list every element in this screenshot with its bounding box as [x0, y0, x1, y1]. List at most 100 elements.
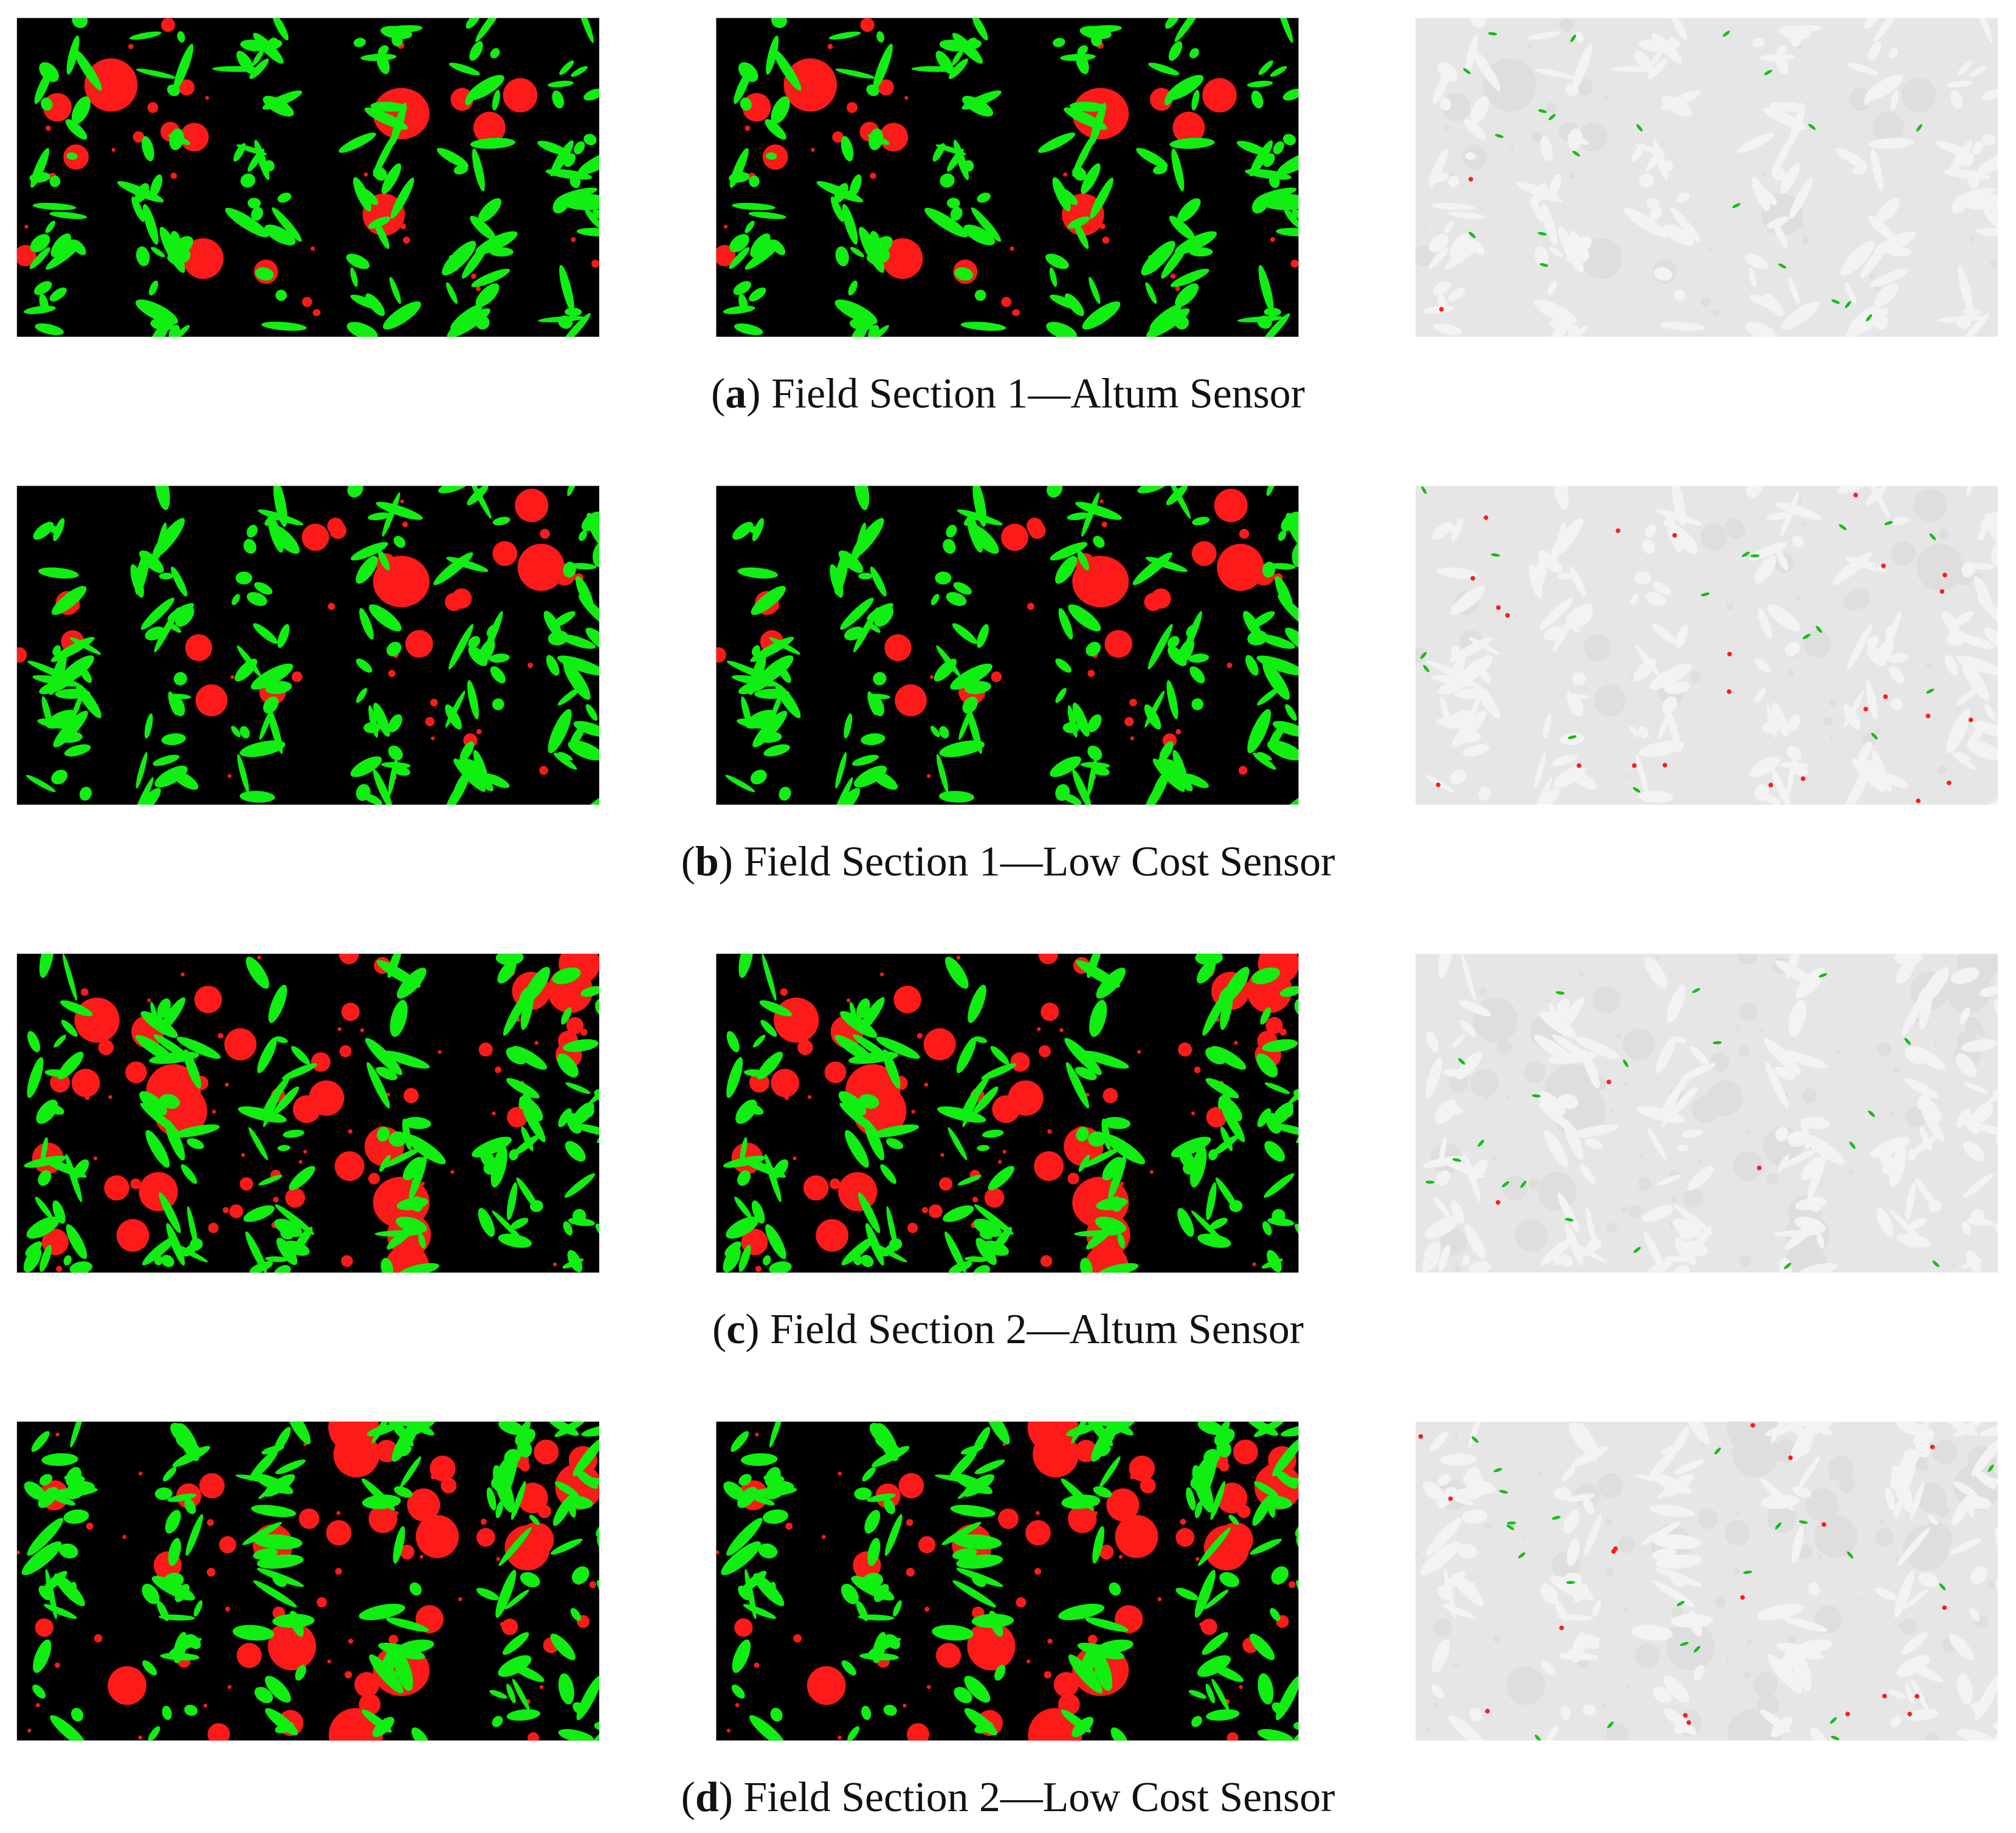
crop-leaf	[1749, 756, 1781, 777]
weed-blob	[1623, 1082, 1628, 1087]
crop-leaf	[948, 1127, 968, 1160]
weed-blob	[1569, 172, 1576, 179]
crop-leaf	[1445, 1487, 1496, 1498]
crop-leaf	[272, 207, 302, 242]
crop-leaf	[752, 518, 764, 542]
crop-leaf	[1767, 604, 1800, 631]
crop-leaf	[274, 1086, 300, 1115]
crop-leaf	[490, 1146, 507, 1188]
crop-leaf	[1197, 1422, 1224, 1436]
weed-blob	[785, 1522, 793, 1530]
crop-leaf	[1979, 986, 1998, 997]
crop-leaf	[1089, 1000, 1107, 1037]
crop-leaf	[1566, 691, 1577, 715]
crop-leaf	[40, 1245, 52, 1272]
crop-leaf	[593, 542, 599, 567]
crop-leaf	[1109, 1582, 1121, 1596]
crop-leaf	[765, 119, 786, 140]
weed-blob	[1175, 1528, 1195, 1547]
false-crop	[1458, 1058, 1465, 1065]
crop-leaf	[365, 1037, 402, 1075]
crop-leaf	[972, 18, 988, 41]
crop-leaf	[1980, 1423, 1998, 1437]
crop-leaf	[1300, 1203, 1322, 1224]
crop-leaf	[1567, 134, 1589, 145]
weed-blob	[991, 671, 1002, 683]
crop-leaf	[448, 624, 473, 670]
weed-blob	[1118, 1555, 1123, 1559]
crop-leaf	[469, 486, 492, 519]
weed-blob	[303, 1149, 308, 1154]
crop-leaf	[184, 1704, 198, 1716]
crop-leaf	[1206, 1182, 1217, 1220]
false-weed	[1939, 589, 1945, 594]
weed-blob	[1711, 309, 1718, 316]
crop-leaf	[492, 89, 500, 111]
map-content	[1415, 1422, 1998, 1741]
crop-leaf	[251, 1505, 297, 1518]
weed-blob	[1103, 1088, 1118, 1104]
crop-leaf	[851, 1576, 895, 1601]
crop-leaf	[731, 1684, 745, 1699]
weed-blob	[16, 647, 27, 663]
weed-blob	[803, 1175, 829, 1201]
crop-leaf	[563, 198, 599, 210]
weed-blob	[1515, 1219, 1548, 1252]
map-content	[723, 954, 1322, 1273]
crop-leaf	[1874, 283, 1898, 308]
crop-leaf	[1651, 49, 1663, 66]
crop-leaf	[21, 1541, 62, 1575]
crop-leaf	[43, 1570, 67, 1592]
crop-leaf	[1204, 1589, 1229, 1609]
crop-leaf	[489, 247, 514, 257]
crop-leaf	[283, 1129, 304, 1138]
crop-leaf	[277, 192, 292, 203]
crop-leaf	[475, 315, 490, 330]
crop-leaf	[1673, 1036, 1687, 1044]
weed-blob	[1829, 736, 1834, 741]
crop-leaf	[1648, 58, 1668, 80]
crop-leaf	[1771, 769, 1791, 805]
crop-leaf	[1065, 1062, 1089, 1109]
crop-leaf	[1298, 1685, 1326, 1708]
crop-leaf	[173, 672, 187, 686]
weed-blob	[147, 998, 151, 1003]
crop-leaf	[1179, 1149, 1195, 1170]
crop-leaf	[1778, 1154, 1789, 1172]
crop-leaf	[253, 623, 278, 644]
false-crop	[1493, 1468, 1502, 1473]
crop-leaf	[583, 88, 599, 101]
crop-leaf	[264, 1676, 291, 1703]
crop-leaf	[962, 90, 1002, 110]
crop-leaf	[558, 1108, 572, 1127]
segmentation-map	[16, 1422, 599, 1741]
crop-leaf	[51, 586, 87, 615]
false-crop	[1803, 633, 1811, 639]
crop-leaf	[1461, 954, 1476, 1001]
crop-leaf	[1992, 1721, 1998, 1730]
crop-leaf	[1549, 247, 1564, 258]
map-content	[1415, 486, 1998, 805]
crop-leaf	[136, 68, 176, 79]
crop-leaf	[1197, 1655, 1231, 1677]
crop-leaf	[577, 150, 599, 175]
crop-leaf	[1949, 1538, 1981, 1555]
crop-leaf	[577, 18, 594, 43]
weed-blob	[884, 634, 912, 661]
crop-leaf	[1257, 1108, 1271, 1127]
crop-leaf	[849, 174, 862, 198]
weed-blob	[1874, 1528, 1894, 1547]
weed-blob	[1105, 1556, 1109, 1560]
crop-leaf	[1962, 153, 1975, 167]
weed-blob	[846, 101, 858, 113]
false-crop	[1830, 1717, 1837, 1724]
segmentation-map	[16, 486, 599, 805]
crop-leaf	[1662, 224, 1694, 246]
weed-blob	[589, 1581, 596, 1589]
crop-leaf	[1775, 1127, 1789, 1142]
crop-leaf	[738, 954, 754, 978]
crop-leaf	[1059, 53, 1096, 61]
crop-leaf	[574, 1123, 599, 1136]
crop-leaf	[576, 1676, 599, 1721]
weed-blob	[138, 1471, 143, 1476]
